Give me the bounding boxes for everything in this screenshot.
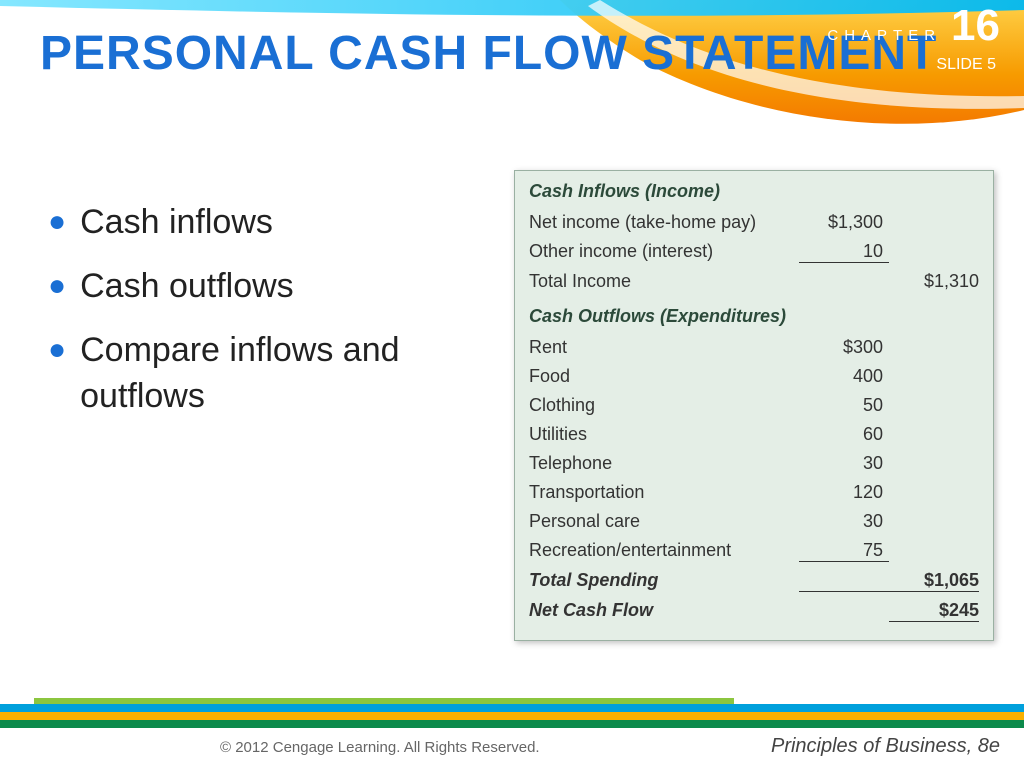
- table-row-label: Total Spending: [529, 570, 799, 592]
- chapter-number: 16: [951, 4, 1000, 48]
- table-row-label: Personal care: [529, 511, 799, 532]
- table-row-label: Transportation: [529, 482, 799, 503]
- table-row-col1: 60: [799, 424, 889, 445]
- table-row-col1: 30: [799, 511, 889, 532]
- table-row-label: Net income (take-home pay): [529, 212, 799, 233]
- table-row-col1: 30: [799, 453, 889, 474]
- table-row: Clothing50: [529, 391, 979, 420]
- table-row: Net income (take-home pay)$1,300: [529, 208, 979, 237]
- table-row-col1: $1,300: [799, 212, 889, 233]
- table-row: Food400: [529, 362, 979, 391]
- table-row-label: Total Income: [529, 271, 799, 292]
- table-row: Total Spending $1,065: [529, 566, 979, 596]
- bullet-item: ● Cash outflows: [48, 264, 488, 310]
- bullet-dot-icon: ●: [48, 200, 66, 244]
- table-row-label: Utilities: [529, 424, 799, 445]
- table-row-col2: [889, 482, 979, 503]
- chapter-label: CHAPTER: [827, 27, 941, 44]
- table-row-col2: [889, 337, 979, 358]
- table-row-col2: [889, 241, 979, 263]
- bullet-dot-icon: ●: [48, 328, 66, 372]
- table-row: Other income (interest)10: [529, 237, 979, 267]
- bullet-item: ● Cash inflows: [48, 200, 488, 246]
- table-row-col2: $1,310: [889, 271, 979, 292]
- table-row-col2: $245: [889, 600, 979, 622]
- bullet-dot-icon: ●: [48, 264, 66, 308]
- table-row: Recreation/entertainment75: [529, 536, 979, 566]
- table-row: Net Cash Flow $245: [529, 596, 979, 626]
- table-row-col2: [889, 511, 979, 532]
- table-row-col2: [889, 453, 979, 474]
- table-row-label: Recreation/entertainment: [529, 540, 799, 562]
- bullet-list: ● Cash inflows ● Cash outflows ● Compare infl…: [48, 200, 488, 438]
- footer-band: [0, 698, 1024, 738]
- bullet-text: Cash outflows: [80, 264, 294, 310]
- slide-title: PERSONAL CASH FLOW STATEMENT: [40, 24, 937, 84]
- table-row-col2: [889, 540, 979, 562]
- cash-flow-table: Cash Inflows (Income) Net income (take-ho…: [514, 170, 994, 641]
- table-row-col1: [799, 600, 889, 622]
- table-row-col1: $300: [799, 337, 889, 358]
- table-row-col1: [799, 271, 889, 292]
- book-title: Principles of Business, 8e: [771, 735, 1000, 758]
- table-row-label: Telephone: [529, 453, 799, 474]
- table-row-col2: [889, 424, 979, 445]
- table-row-label: Clothing: [529, 395, 799, 416]
- table-row: Utilities60: [529, 420, 979, 449]
- table-row-col1: 400: [799, 366, 889, 387]
- table-row-col2: [889, 212, 979, 233]
- table-row: Telephone30: [529, 449, 979, 478]
- bullet-text: Cash inflows: [80, 200, 273, 246]
- table-row-col2: [889, 366, 979, 387]
- bullet-item: ● Compare inflows and outflows: [48, 328, 488, 420]
- chapter-indicator: CHAPTER 16: [827, 4, 1000, 48]
- table-row-label: Other income (interest): [529, 241, 799, 263]
- table-row-col2: [889, 395, 979, 416]
- table-row-col1: [799, 570, 889, 592]
- table-row-label: Net Cash Flow: [529, 600, 799, 622]
- table-row-col1: 50: [799, 395, 889, 416]
- table-row-col1: 10: [799, 241, 889, 263]
- table-row-col1: 75: [799, 540, 889, 562]
- table-row: Total Income $1,310: [529, 267, 979, 296]
- table-row-col2: $1,065: [889, 570, 979, 592]
- table-row-label: Rent: [529, 337, 799, 358]
- bullet-text: Compare inflows and outflows: [80, 328, 488, 420]
- table-row-col1: 120: [799, 482, 889, 503]
- table-row: Rent$300: [529, 333, 979, 362]
- table-section-header: Cash Outflows (Expenditures): [529, 306, 979, 327]
- table-row-label: Food: [529, 366, 799, 387]
- table-row: Personal care30: [529, 507, 979, 536]
- table-row: Transportation120: [529, 478, 979, 507]
- table-section-header: Cash Inflows (Income): [529, 181, 979, 202]
- slide-number: SLIDE 5: [936, 56, 996, 74]
- copyright-text: © 2012 Cengage Learning. All Rights Rese…: [220, 739, 540, 756]
